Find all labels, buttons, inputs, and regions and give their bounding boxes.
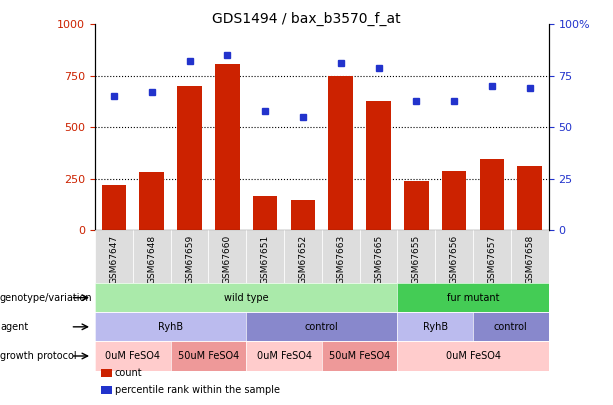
Text: GSM67659: GSM67659 <box>185 234 194 284</box>
Text: 50uM FeSO4: 50uM FeSO4 <box>329 351 390 361</box>
FancyBboxPatch shape <box>246 230 284 283</box>
Bar <box>404 181 428 230</box>
Text: 0uM FeSO4: 0uM FeSO4 <box>256 351 311 361</box>
FancyBboxPatch shape <box>133 230 170 283</box>
Text: GSM67660: GSM67660 <box>223 234 232 284</box>
Bar <box>177 86 202 230</box>
Bar <box>329 76 353 230</box>
FancyBboxPatch shape <box>511 230 549 283</box>
Text: wild type: wild type <box>224 293 268 303</box>
Text: control: control <box>494 322 528 332</box>
FancyBboxPatch shape <box>360 230 397 283</box>
Text: control: control <box>305 322 339 332</box>
Bar <box>291 200 315 230</box>
Text: GSM67647: GSM67647 <box>109 234 118 284</box>
Text: GSM67648: GSM67648 <box>147 234 156 284</box>
Text: RyhB: RyhB <box>158 322 183 332</box>
FancyBboxPatch shape <box>322 230 360 283</box>
Text: 0uM FeSO4: 0uM FeSO4 <box>446 351 501 361</box>
Text: GSM67657: GSM67657 <box>487 234 497 284</box>
FancyBboxPatch shape <box>170 230 208 283</box>
Text: GSM67656: GSM67656 <box>449 234 459 284</box>
Text: GSM67663: GSM67663 <box>336 234 345 284</box>
Bar <box>215 64 240 230</box>
Text: GSM67655: GSM67655 <box>412 234 421 284</box>
FancyBboxPatch shape <box>397 230 435 283</box>
Text: 0uM FeSO4: 0uM FeSO4 <box>105 351 161 361</box>
FancyBboxPatch shape <box>208 230 246 283</box>
FancyBboxPatch shape <box>95 230 133 283</box>
Bar <box>517 166 542 230</box>
Text: 50uM FeSO4: 50uM FeSO4 <box>178 351 239 361</box>
Text: GSM67651: GSM67651 <box>261 234 270 284</box>
Text: growth protocol: growth protocol <box>0 351 77 361</box>
FancyBboxPatch shape <box>284 230 322 283</box>
Text: percentile rank within the sample: percentile rank within the sample <box>115 385 280 395</box>
Text: GDS1494 / bax_b3570_f_at: GDS1494 / bax_b3570_f_at <box>212 12 401 26</box>
Text: genotype/variation: genotype/variation <box>0 293 93 303</box>
FancyBboxPatch shape <box>473 230 511 283</box>
Bar <box>442 171 466 230</box>
Bar <box>366 100 391 230</box>
Text: RyhB: RyhB <box>423 322 447 332</box>
Bar <box>139 172 164 230</box>
Bar <box>479 159 504 230</box>
Text: GSM67665: GSM67665 <box>374 234 383 284</box>
Text: GSM67658: GSM67658 <box>525 234 535 284</box>
Text: fur mutant: fur mutant <box>447 293 499 303</box>
Bar <box>102 185 126 230</box>
Text: count: count <box>115 368 142 378</box>
Bar <box>253 196 278 230</box>
FancyBboxPatch shape <box>435 230 473 283</box>
Text: GSM67652: GSM67652 <box>299 234 308 284</box>
Text: agent: agent <box>0 322 28 332</box>
